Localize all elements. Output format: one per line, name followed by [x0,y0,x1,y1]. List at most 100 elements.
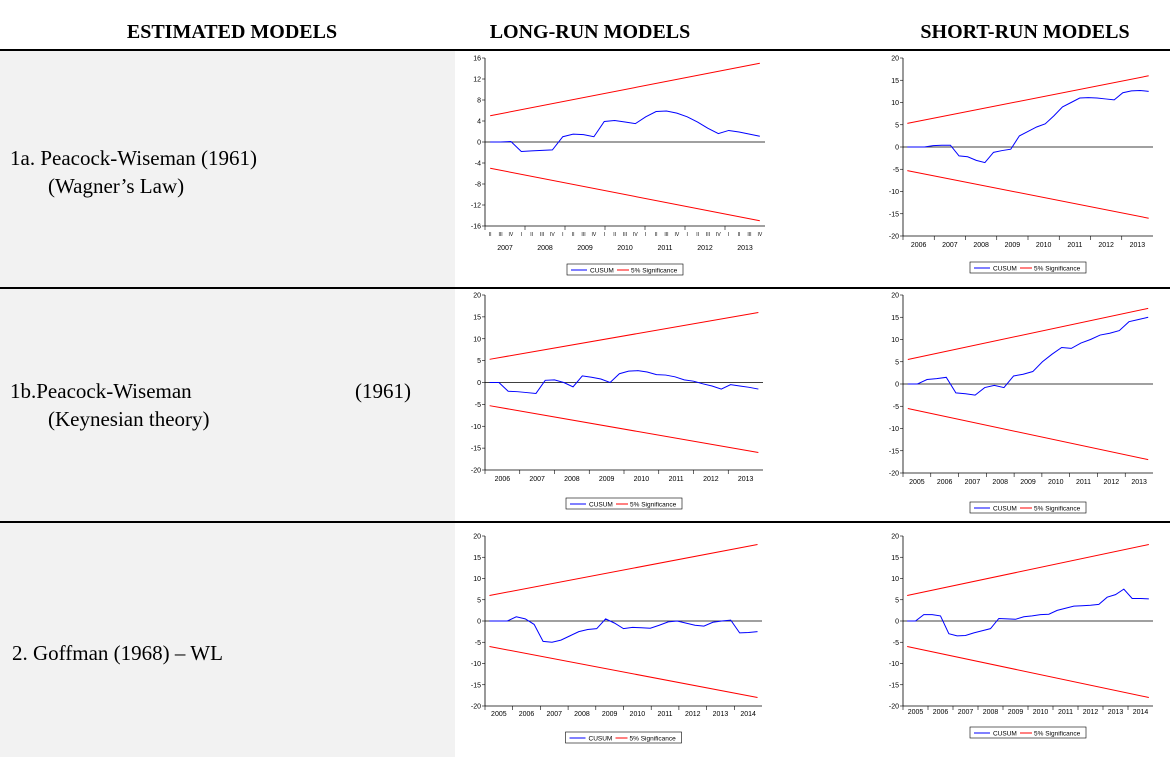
x-tick-label: 2013 [1108,709,1124,716]
x-tick-label: 2005 [908,709,924,716]
y-tick-label: -20 [471,704,481,711]
x-tick-label: 2006 [937,479,953,486]
x-tick-label: 2013 [737,245,753,252]
row-label: 1a. Peacock-Wiseman (1961) [10,146,257,170]
quarter-label: II [572,232,575,238]
x-tick-label: 2009 [599,476,615,483]
y-tick-label: -16 [471,224,481,231]
x-tick-label: 2011 [669,476,684,483]
x-tick-label: 2012 [1083,709,1099,716]
label-column-bg [0,50,455,757]
legend-label: CUSUM [993,506,1017,513]
legend-label: CUSUM [589,502,613,509]
x-tick-label: 2010 [1033,709,1049,716]
cusum-line [907,316,1149,396]
quarter-label: III [498,232,502,238]
significance-bound [907,75,1149,124]
y-tick-label: 12 [473,77,481,84]
legend-label: 5% Significance [630,736,677,743]
legend-label: CUSUM [993,266,1017,273]
quarter-label: II [738,232,741,238]
x-tick-label: 2013 [713,711,729,718]
legend-label: 5% Significance [631,268,678,275]
legend-label: 5% Significance [1034,506,1081,513]
y-tick-label: -20 [889,234,899,241]
x-tick-label: 2007 [958,709,974,716]
x-tick-label: 2006 [933,709,949,716]
y-tick-label: 0 [477,140,481,147]
y-tick-label: 15 [473,314,481,321]
x-tick-label: 2012 [697,245,713,252]
significance-bound [907,170,1149,219]
legend-label: 5% Significance [630,502,677,509]
y-tick-label: 20 [891,534,899,541]
significance-bound [907,307,1149,361]
x-tick-label: 2006 [495,476,511,483]
y-tick-label: -15 [471,446,481,453]
y-tick-label: -15 [889,448,899,455]
row-label: (1961) [355,379,411,403]
cusum-line [907,588,1149,637]
y-tick-label: -5 [475,402,481,409]
quarter-label: II [489,232,492,238]
x-tick-label: 2014 [1133,709,1149,716]
x-tick-label: 2012 [1098,242,1114,249]
x-tick-label: 2008 [992,479,1008,486]
x-tick-label: 2009 [1005,242,1021,249]
quarter-label: III [623,232,627,238]
y-tick-label: 20 [473,293,481,300]
quarter-label: IV [550,232,555,238]
y-tick-label: -15 [471,682,481,689]
quarter-label: III [540,232,544,238]
y-tick-label: -15 [889,211,899,218]
significance-bound [489,646,758,698]
y-tick-label: -5 [893,404,899,411]
quarter-label: II [696,232,699,238]
y-tick-label: 0 [895,619,899,626]
y-tick-label: 8 [477,98,481,105]
x-tick-label: 2013 [1131,479,1147,486]
x-tick-label: 2006 [519,711,535,718]
x-tick-label: 2010 [1036,242,1052,249]
column-header: LONG-RUN MODELS [490,21,691,43]
y-tick-label: 10 [891,337,899,344]
y-tick-label: 5 [477,597,481,604]
cusum-line [489,370,759,394]
y-tick-label: 5 [895,359,899,366]
quarter-label: IV [509,232,514,238]
column-header: SHORT-RUN MODELS [920,21,1129,43]
quarter-label: I [645,232,646,238]
y-tick-label: 15 [891,315,899,322]
x-tick-label: 2011 [658,711,673,718]
y-tick-label: -5 [893,640,899,647]
x-tick-label: 2010 [630,711,646,718]
quarter-label: IV [633,232,638,238]
x-tick-label: 2007 [497,245,513,252]
y-tick-label: 16 [473,56,481,63]
y-tick-label: -10 [889,189,899,196]
legend-label: CUSUM [590,268,614,275]
y-tick-label: 0 [895,145,899,152]
x-tick-label: 2011 [1067,242,1082,249]
x-tick-label: 2008 [537,245,553,252]
y-tick-label: -10 [889,661,899,668]
y-tick-label: -12 [471,203,481,210]
y-tick-label: -5 [475,640,481,647]
cusum-line [489,616,758,643]
legend-label: CUSUM [589,736,613,743]
row-label: (Wagner’s Law) [48,174,184,198]
x-tick-label: 2012 [1104,479,1120,486]
quarter-label: IV [757,232,762,238]
row-label: 1b.Peacock-Wiseman [10,379,192,403]
quarter-label: III [706,232,710,238]
x-tick-label: 2005 [909,479,925,486]
y-tick-label: 20 [891,293,899,300]
significance-bound [489,405,759,453]
significance-bound [907,407,1149,461]
quarter-label: II [613,232,616,238]
quarter-label: III [581,232,585,238]
significance-bound [490,62,760,117]
y-tick-label: 15 [473,555,481,562]
y-tick-label: 4 [477,119,481,126]
x-tick-label: 2008 [564,476,580,483]
